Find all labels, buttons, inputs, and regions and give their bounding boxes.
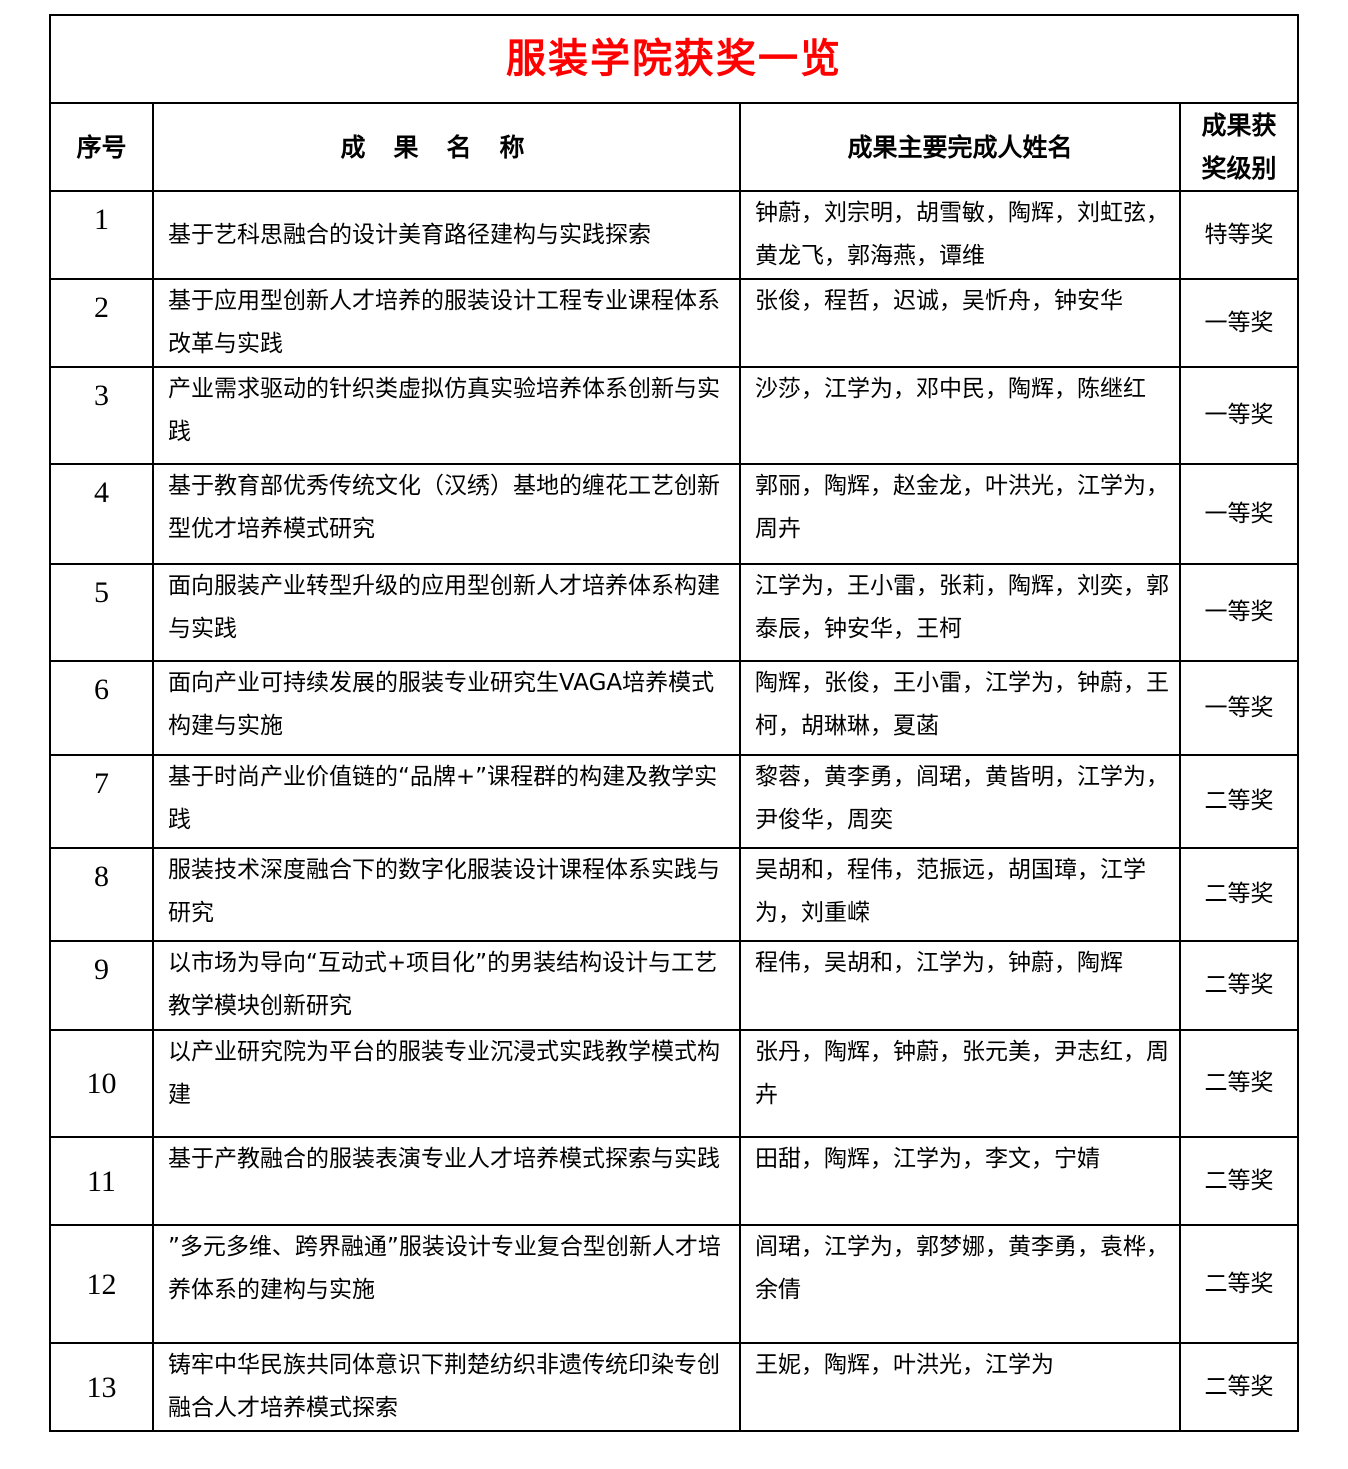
table-row: 10 以产业研究院为平台的服装专业沉浸式实践教学模式构建 张丹，陶辉，钟蔚，张元美，… <box>49 1029 1299 1138</box>
project-name: 基于教育部优秀传统文化（汉绣）基地的缠花工艺创新型优才培养模式研究 <box>152 463 741 565</box>
team-members: 吴胡和，程伟，范振远，胡国璋，江学为，刘重嵘 <box>739 847 1181 942</box>
team-members: 田甜，陶辉，江学为，李文，宁婧 <box>739 1136 1181 1226</box>
header-people: 成果主要完成人姓名 <box>739 102 1181 192</box>
table-row: 7 基于时尚产业价值链的“品牌+”课程群的构建及教学实践 黎蓉，黄李勇，闾珺，黄皆明… <box>49 754 1299 849</box>
project-name: 以产业研究院为平台的服装专业沉浸式实践教学模式构建 <box>152 1029 741 1138</box>
row-number: 10 <box>49 1029 154 1138</box>
award-level: 二等奖 <box>1179 1029 1299 1138</box>
award-level: 二等奖 <box>1179 940 1299 1031</box>
team-members: 张俊，程哲，迟诚，吴忻舟，钟安华 <box>739 278 1181 368</box>
team-members: 程伟，吴胡和，江学为，钟蔚，陶辉 <box>739 940 1181 1031</box>
award-level: 一等奖 <box>1179 278 1299 368</box>
row-number: 5 <box>49 563 154 662</box>
row-number: 6 <box>49 660 154 756</box>
award-level: 二等奖 <box>1179 1224 1299 1344</box>
table-row: 13 铸牢中华民族共同体意识下荆楚纺织非遗传统印染专创融合人才培养模式探索 王妮，陶… <box>49 1342 1299 1432</box>
award-level: 二等奖 <box>1179 754 1299 849</box>
team-members: 沙莎，江学为，邓中民，陶辉，陈继红 <box>739 366 1181 465</box>
award-level: 一等奖 <box>1179 660 1299 756</box>
row-number: 3 <box>49 366 154 465</box>
row-number: 1 <box>49 190 154 280</box>
row-number: 8 <box>49 847 154 942</box>
project-name: 铸牢中华民族共同体意识下荆楚纺织非遗传统印染专创融合人才培养模式探索 <box>152 1342 741 1432</box>
project-name: 产业需求驱动的针织类虚拟仿真实验培养体系创新与实践 <box>152 366 741 465</box>
header-level: 成果获奖级别 <box>1179 102 1299 192</box>
row-number: 4 <box>49 463 154 565</box>
row-number: 7 <box>49 754 154 849</box>
team-members: 张丹，陶辉，钟蔚，张元美，尹志红，周卉 <box>739 1029 1181 1138</box>
team-members: 江学为，王小雷，张莉，陶辉，刘奕，郭泰辰，钟安华，王柯 <box>739 563 1181 662</box>
award-level: 一等奖 <box>1179 463 1299 565</box>
award-level: 特等奖 <box>1179 190 1299 280</box>
table-row: 4 基于教育部优秀传统文化（汉绣）基地的缠花工艺创新型优才培养模式研究 郭丽，陶辉，… <box>49 463 1299 565</box>
team-members: 闾珺，江学为，郭梦娜，黄李勇，袁桦，余倩 <box>739 1224 1181 1344</box>
row-number: 2 <box>49 278 154 368</box>
table-row: 1 基于艺科思融合的设计美育路径建构与实践探索 钟蔚，刘宗明，胡雪敏，陶辉，刘虹弦，… <box>49 190 1299 280</box>
project-name: 基于应用型创新人才培养的服装设计工程专业课程体系改革与实践 <box>152 278 741 368</box>
awards-table: 服装学院获奖一览 序号 成果名称 成果主要完成人姓名 成果获奖级别 1 基于艺科思… <box>49 14 1299 1432</box>
award-level: 二等奖 <box>1179 847 1299 942</box>
team-members: 陶辉，张俊，王小雷，江学为，钟蔚，王柯，胡琳琳，夏菡 <box>739 660 1181 756</box>
project-name: 服装技术深度融合下的数字化服装设计课程体系实践与研究 <box>152 847 741 942</box>
team-members: 王妮，陶辉，叶洪光，江学为 <box>739 1342 1181 1432</box>
table-row: 8 服装技术深度融合下的数字化服装设计课程体系实践与研究 吴胡和，程伟，范振远，胡国… <box>49 847 1299 942</box>
award-level: 一等奖 <box>1179 366 1299 465</box>
project-name: 面向服装产业转型升级的应用型创新人才培养体系构建与实践 <box>152 563 741 662</box>
award-level: 二等奖 <box>1179 1342 1299 1432</box>
row-number: 9 <box>49 940 154 1031</box>
project-name: 以市场为导向“互动式+项目化”的男装结构设计与工艺教学模块创新研究 <box>152 940 741 1031</box>
award-level: 一等奖 <box>1179 563 1299 662</box>
award-level: 二等奖 <box>1179 1136 1299 1226</box>
row-number: 13 <box>49 1342 154 1432</box>
project-name: 基于产教融合的服装表演专业人才培养模式探索与实践 <box>152 1136 741 1226</box>
table-row: 2 基于应用型创新人才培养的服装设计工程专业课程体系改革与实践 张俊，程哲，迟诚，吴… <box>49 278 1299 368</box>
page-title: 服装学院获奖一览 <box>49 14 1299 104</box>
project-name: 面向产业可持续发展的服装专业研究生VAGA培养模式构建与实施 <box>152 660 741 756</box>
team-members: 郭丽，陶辉，赵金龙，叶洪光，江学为，周卉 <box>739 463 1181 565</box>
table-row: 9 以市场为导向“互动式+项目化”的男装结构设计与工艺教学模块创新研究 程伟，吴胡和… <box>49 940 1299 1031</box>
team-members: 钟蔚，刘宗明，胡雪敏，陶辉，刘虹弦，黄龙飞，郭海燕，谭维 <box>739 190 1181 280</box>
project-name: 基于时尚产业价值链的“品牌+”课程群的构建及教学实践 <box>152 754 741 849</box>
team-members: 黎蓉，黄李勇，闾珺，黄皆明，江学为，尹俊华，周奕 <box>739 754 1181 849</box>
row-number: 11 <box>49 1136 154 1226</box>
project-name: ”多元多维、跨界融通”服装设计专业复合型创新人才培养体系的建构与实施 <box>152 1224 741 1344</box>
table-row: 12 ”多元多维、跨界融通”服装设计专业复合型创新人才培养体系的建构与实施 闾珺，江… <box>49 1224 1299 1344</box>
table-row: 6 面向产业可持续发展的服装专业研究生VAGA培养模式构建与实施 陶辉，张俊，王小雷… <box>49 660 1299 756</box>
table-header: 序号 成果名称 成果主要完成人姓名 成果获奖级别 <box>49 102 1299 192</box>
header-index: 序号 <box>49 102 154 192</box>
table-row: 5 面向服装产业转型升级的应用型创新人才培养体系构建与实践 江学为，王小雷，张莉，陶… <box>49 563 1299 662</box>
table-row: 3 产业需求驱动的针织类虚拟仿真实验培养体系创新与实践 沙莎，江学为，邓中民，陶辉，… <box>49 366 1299 465</box>
header-name: 成果名称 <box>152 102 741 192</box>
project-name: 基于艺科思融合的设计美育路径建构与实践探索 <box>152 190 741 280</box>
row-number: 12 <box>49 1224 154 1344</box>
table-row: 11 基于产教融合的服装表演专业人才培养模式探索与实践 田甜，陶辉，江学为，李文，宁… <box>49 1136 1299 1226</box>
